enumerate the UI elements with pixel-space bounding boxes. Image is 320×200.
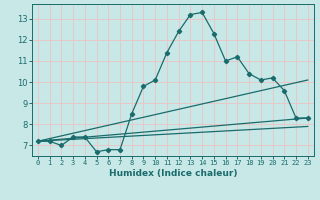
X-axis label: Humidex (Indice chaleur): Humidex (Indice chaleur) [108,169,237,178]
